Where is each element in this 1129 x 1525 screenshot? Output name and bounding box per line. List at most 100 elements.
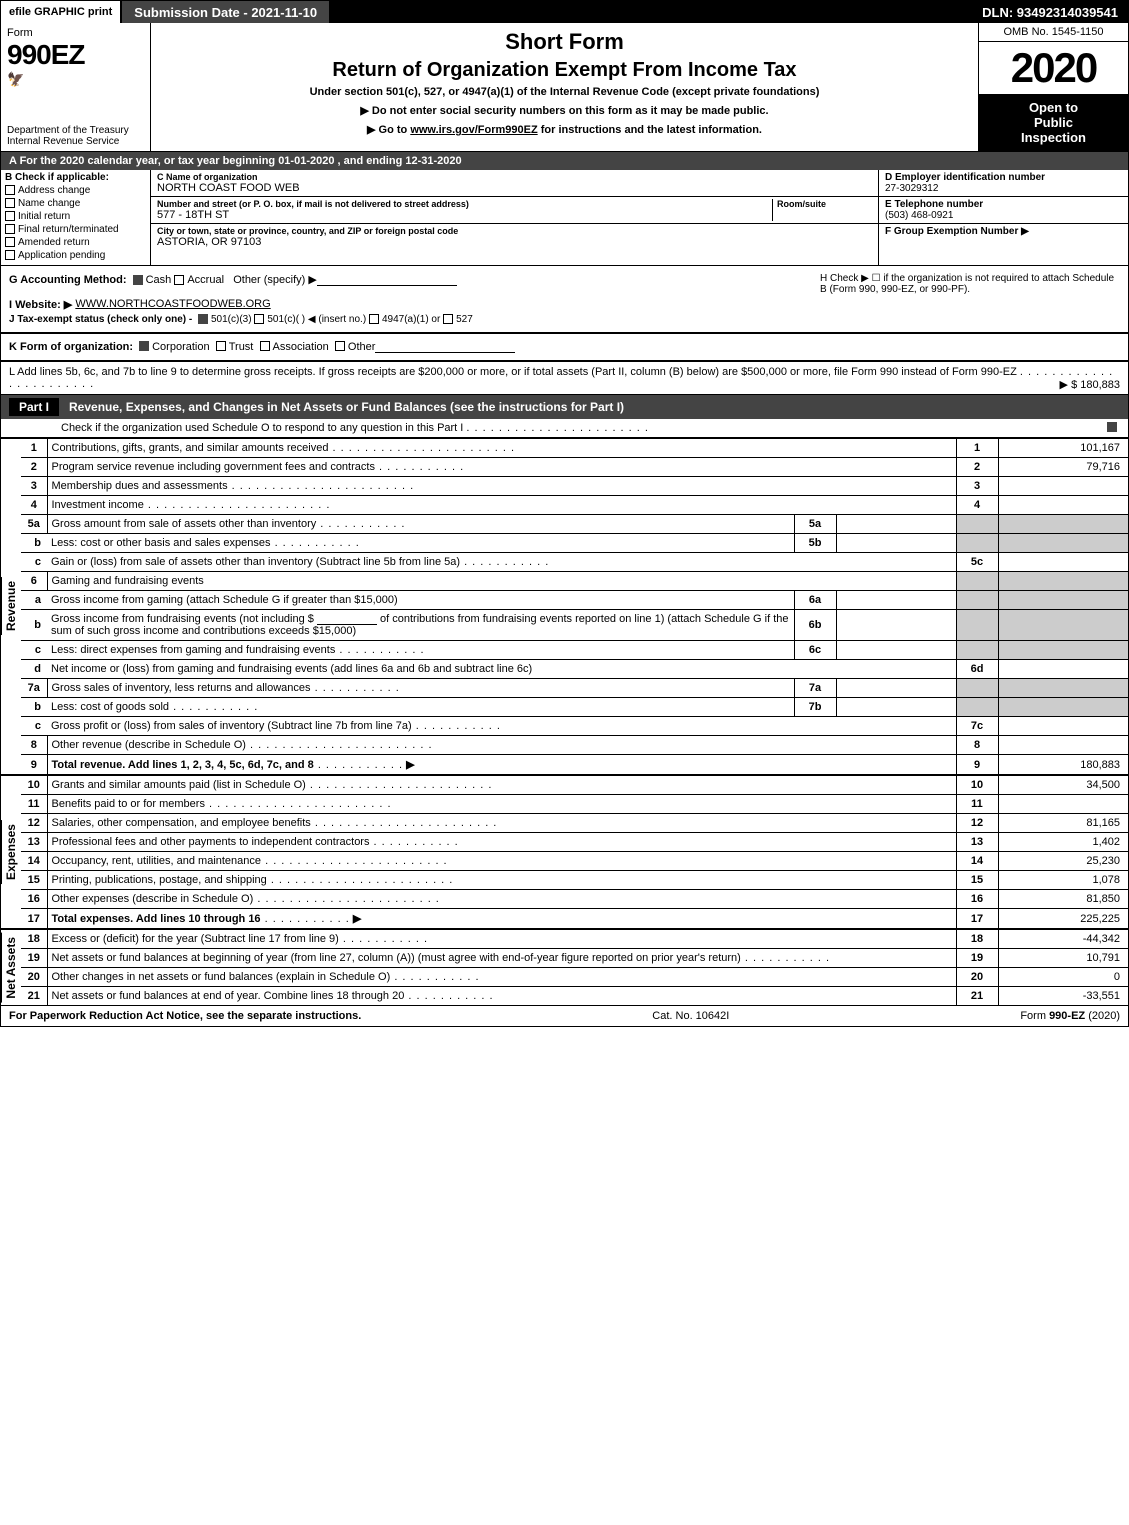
desc-6c: Less: direct expenses from gaming and fu… xyxy=(51,644,335,656)
lbl-initial-return: Initial return xyxy=(18,211,70,222)
g-label: G Accounting Method: xyxy=(9,274,127,286)
ln-17: 17 xyxy=(21,909,47,929)
efile-print-label[interactable]: efile GRAPHIC print xyxy=(1,1,122,23)
desc-8: Other revenue (describe in Schedule O) xyxy=(52,739,246,751)
header-left: Form 990EZ 🦅 Department of the Treasury … xyxy=(1,23,151,151)
desc-21: Net assets or fund balances at end of ye… xyxy=(52,990,405,1002)
chk-501c[interactable] xyxy=(254,314,264,324)
col-11: 11 xyxy=(956,795,998,814)
amt-9: 180,883 xyxy=(998,755,1128,775)
ln-5a: 5a xyxy=(21,515,47,534)
lbl-amended: Amended return xyxy=(18,237,90,248)
chk-cash[interactable] xyxy=(133,275,143,285)
chk-assoc[interactable] xyxy=(260,341,270,351)
desc-18: Excess or (deficit) for the year (Subtra… xyxy=(52,933,339,945)
chk-4947[interactable] xyxy=(369,314,379,324)
chk-name-change[interactable] xyxy=(5,198,15,208)
addr-label: Number and street (or P. O. box, if mail… xyxy=(157,199,772,209)
ma-6a xyxy=(836,591,956,610)
lbl-app-pending: Application pending xyxy=(18,250,105,261)
ln-6b: b xyxy=(21,610,47,641)
expenses-table: Expenses 10 Grants and similar amounts p… xyxy=(1,774,1128,928)
chk-other-org[interactable] xyxy=(335,341,345,351)
open3: Inspection xyxy=(1021,130,1086,145)
goto-line: ▶ Go to www.irs.gov/Form990EZ for instru… xyxy=(161,123,968,136)
street-address: 577 - 18TH ST xyxy=(157,209,772,221)
form-990ez: efile GRAPHIC print Submission Date - 20… xyxy=(0,0,1129,1027)
desc-12: Salaries, other compensation, and employ… xyxy=(52,817,311,829)
lbl-other-org: Other xyxy=(348,341,376,353)
amt-7c xyxy=(998,717,1128,736)
shade xyxy=(956,641,998,660)
chk-527[interactable] xyxy=(443,314,453,324)
part1-header: Part I Revenue, Expenses, and Changes in… xyxy=(1,395,1128,419)
ln-18: 18 xyxy=(21,929,47,949)
desc-6: Gaming and fundraising events xyxy=(52,575,204,587)
col-17: 17 xyxy=(956,909,998,929)
6b-blank[interactable] xyxy=(317,613,377,625)
side-netassets: Net Assets xyxy=(1,933,20,1003)
lbl-accrual: Accrual xyxy=(187,274,224,286)
mn-5a: 5a xyxy=(794,515,836,534)
form-header: Form 990EZ 🦅 Department of the Treasury … xyxy=(1,23,1128,152)
desc-10: Grants and similar amounts paid (list in… xyxy=(52,779,306,791)
side-revenue: Revenue xyxy=(1,577,20,635)
footer-bar: For Paperwork Reduction Act Notice, see … xyxy=(1,1005,1128,1026)
desc-16: Other expenses (describe in Schedule O) xyxy=(52,893,254,905)
desc-20: Other changes in net assets or fund bala… xyxy=(52,971,391,983)
desc-7a: Gross sales of inventory, less returns a… xyxy=(52,682,311,694)
tax-year: 2020 xyxy=(979,42,1128,94)
irs-link[interactable]: www.irs.gov/Form990EZ xyxy=(410,124,537,136)
col-15: 15 xyxy=(956,871,998,890)
chk-app-pending[interactable] xyxy=(5,250,15,260)
dots xyxy=(466,422,649,434)
chk-amended[interactable] xyxy=(5,237,15,247)
goto-pre: ▶ Go to xyxy=(367,124,410,136)
shade xyxy=(956,591,998,610)
other-org-input[interactable] xyxy=(375,341,515,353)
other-method-input[interactable] xyxy=(317,274,457,286)
lbl-name-change: Name change xyxy=(18,198,80,209)
ln-7a: 7a xyxy=(21,679,47,698)
website-link[interactable]: WWW.NORTHCOASTFOODWEB.ORG xyxy=(75,298,270,310)
ma-5a xyxy=(836,515,956,534)
shade xyxy=(998,591,1128,610)
chk-schedule-o[interactable] xyxy=(1107,422,1117,432)
l-amount: ▶ $ 180,883 xyxy=(1060,378,1120,391)
chk-trust[interactable] xyxy=(216,341,226,351)
open-to-public: Open to Public Inspection xyxy=(979,94,1128,151)
col-13: 13 xyxy=(956,833,998,852)
amt-4 xyxy=(998,496,1128,515)
ln-7b: b xyxy=(21,698,47,717)
shade xyxy=(956,572,998,591)
desc-5b: Less: cost or other basis and sales expe… xyxy=(51,537,271,549)
col-7c: 7c xyxy=(956,717,998,736)
desc-9: Total revenue. Add lines 1, 2, 3, 4, 5c,… xyxy=(52,759,314,771)
desc-2: Program service revenue including govern… xyxy=(52,461,375,473)
chk-accrual[interactable] xyxy=(174,275,184,285)
chk-corp[interactable] xyxy=(139,341,149,351)
ln-7c: c xyxy=(21,717,47,736)
shade xyxy=(956,698,998,717)
desc-7c: Gross profit or (loss) from sales of inv… xyxy=(51,720,412,732)
part1-label: Part I xyxy=(9,398,59,416)
chk-final-return[interactable] xyxy=(5,224,15,234)
amt-18: -44,342 xyxy=(998,929,1128,949)
chk-501c3[interactable] xyxy=(198,314,208,324)
col-10: 10 xyxy=(956,775,998,795)
col-4: 4 xyxy=(956,496,998,515)
chk-initial-return[interactable] xyxy=(5,211,15,221)
part1-check-text: Check if the organization used Schedule … xyxy=(61,422,463,434)
ln-12: 12 xyxy=(21,814,47,833)
ma-6c xyxy=(836,641,956,660)
ln-19: 19 xyxy=(21,949,47,968)
col-12: 12 xyxy=(956,814,998,833)
eagle-icon: 🦅 xyxy=(7,71,144,88)
desc-7b: Less: cost of goods sold xyxy=(51,701,169,713)
chk-address-change[interactable] xyxy=(5,185,15,195)
part1-check-row: Check if the organization used Schedule … xyxy=(1,419,1128,438)
amt-2: 79,716 xyxy=(998,458,1128,477)
subtitle: Under section 501(c), 527, or 4947(a)(1)… xyxy=(161,86,968,98)
short-form-title: Short Form xyxy=(161,29,968,55)
lbl-final-return: Final return/terminated xyxy=(18,224,119,235)
